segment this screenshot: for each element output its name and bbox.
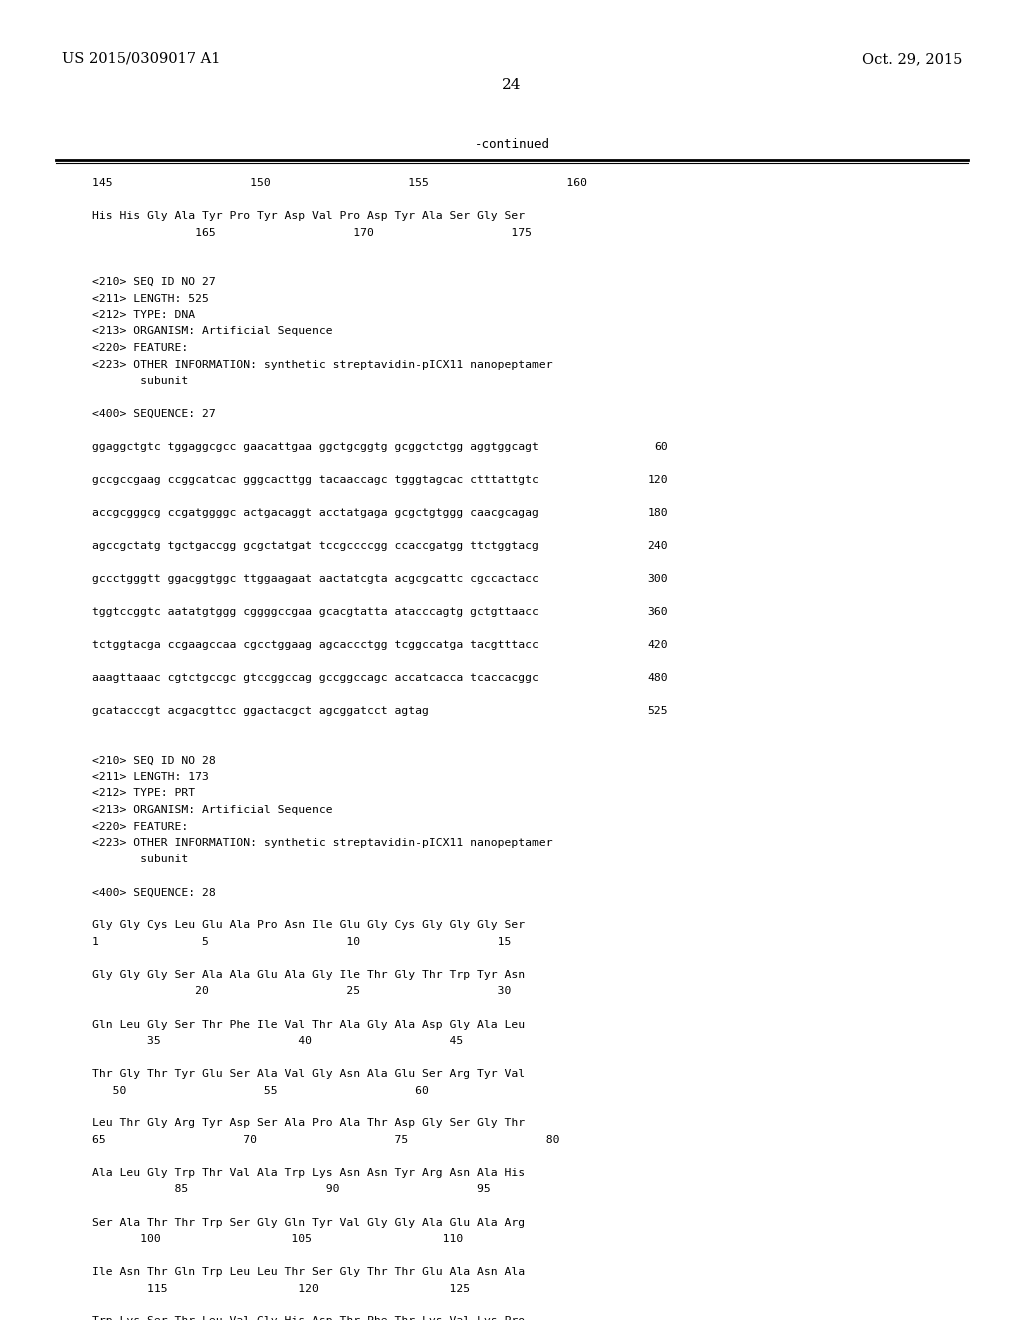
Text: <211> LENGTH: 173: <211> LENGTH: 173 [92, 772, 209, 781]
Text: <211> LENGTH: 525: <211> LENGTH: 525 [92, 293, 209, 304]
Text: 480: 480 [647, 673, 668, 682]
Text: His His Gly Ala Tyr Pro Tyr Asp Val Pro Asp Tyr Ala Ser Gly Ser: His His Gly Ala Tyr Pro Tyr Asp Val Pro … [92, 211, 525, 220]
Text: 165                    170                    175: 165 170 175 [92, 227, 532, 238]
Text: 60: 60 [654, 442, 668, 451]
Text: <223> OTHER INFORMATION: synthetic streptavidin-pICX11 nanopeptamer: <223> OTHER INFORMATION: synthetic strep… [92, 359, 553, 370]
Text: <400> SEQUENCE: 27: <400> SEQUENCE: 27 [92, 409, 216, 418]
Text: Gly Gly Gly Ser Ala Ala Glu Ala Gly Ile Thr Gly Thr Trp Tyr Asn: Gly Gly Gly Ser Ala Ala Glu Ala Gly Ile … [92, 970, 525, 979]
Text: agccgctatg tgctgaccgg gcgctatgat tccgccccgg ccaccgatgg ttctggtacg: agccgctatg tgctgaccgg gcgctatgat tccgccc… [92, 541, 539, 550]
Text: 35                    40                    45: 35 40 45 [92, 1036, 463, 1045]
Text: subunit: subunit [92, 376, 188, 385]
Text: tctggtacga ccgaagccaa cgcctggaag agcaccctgg tcggccatga tacgtttacc: tctggtacga ccgaagccaa cgcctggaag agcaccc… [92, 640, 539, 649]
Text: 24: 24 [502, 78, 522, 92]
Text: 100                   105                   110: 100 105 110 [92, 1234, 463, 1243]
Text: Ala Leu Gly Trp Thr Val Ala Trp Lys Asn Asn Tyr Arg Asn Ala His: Ala Leu Gly Trp Thr Val Ala Trp Lys Asn … [92, 1168, 525, 1177]
Text: ggaggctgtc tggaggcgcc gaacattgaa ggctgcggtg gcggctctgg aggtggcagt: ggaggctgtc tggaggcgcc gaacattgaa ggctgcg… [92, 442, 539, 451]
Text: tggtccggtc aatatgtggg cggggccgaa gcacgtatta atacccagtg gctgttaacc: tggtccggtc aatatgtggg cggggccgaa gcacgta… [92, 607, 539, 616]
Text: aaagttaaac cgtctgccgc gtccggccag gccggccagc accatcacca tcaccacggc: aaagttaaac cgtctgccgc gtccggccag gccggcc… [92, 673, 539, 682]
Text: <400> SEQUENCE: 28: <400> SEQUENCE: 28 [92, 887, 216, 898]
Text: <212> TYPE: DNA: <212> TYPE: DNA [92, 310, 196, 319]
Text: Gln Leu Gly Ser Thr Phe Ile Val Thr Ala Gly Ala Asp Gly Ala Leu: Gln Leu Gly Ser Thr Phe Ile Val Thr Ala … [92, 1019, 525, 1030]
Text: 50                    55                    60: 50 55 60 [92, 1085, 429, 1096]
Text: <212> TYPE: PRT: <212> TYPE: PRT [92, 788, 196, 799]
Text: <210> SEQ ID NO 28: <210> SEQ ID NO 28 [92, 755, 216, 766]
Text: Gly Gly Cys Leu Glu Ala Pro Asn Ile Glu Gly Cys Gly Gly Gly Ser: Gly Gly Cys Leu Glu Ala Pro Asn Ile Glu … [92, 920, 525, 931]
Text: gccgccgaag ccggcatcac gggcacttgg tacaaccagc tgggtagcac ctttattgtc: gccgccgaag ccggcatcac gggcacttgg tacaacc… [92, 475, 539, 484]
Text: 120: 120 [647, 475, 668, 484]
Text: <220> FEATURE:: <220> FEATURE: [92, 343, 188, 352]
Text: 115                   120                   125: 115 120 125 [92, 1283, 470, 1294]
Text: 65                    70                    75                    80: 65 70 75 80 [92, 1135, 559, 1144]
Text: -continued: -continued [474, 139, 550, 150]
Text: 300: 300 [647, 574, 668, 583]
Text: <220> FEATURE:: <220> FEATURE: [92, 821, 188, 832]
Text: Ser Ala Thr Thr Trp Ser Gly Gln Tyr Val Gly Gly Ala Glu Ala Arg: Ser Ala Thr Thr Trp Ser Gly Gln Tyr Val … [92, 1217, 525, 1228]
Text: 20                    25                    30: 20 25 30 [92, 986, 511, 997]
Text: 145                    150                    155                    160: 145 150 155 160 [92, 178, 587, 187]
Text: Ile Asn Thr Gln Trp Leu Leu Thr Ser Gly Thr Thr Glu Ala Asn Ala: Ile Asn Thr Gln Trp Leu Leu Thr Ser Gly … [92, 1267, 525, 1276]
Text: <210> SEQ ID NO 27: <210> SEQ ID NO 27 [92, 277, 216, 286]
Text: 85                    90                    95: 85 90 95 [92, 1184, 490, 1195]
Text: Trp Lys Ser Thr Leu Val Gly His Asp Thr Phe Thr Lys Val Lys Pro: Trp Lys Ser Thr Leu Val Gly His Asp Thr … [92, 1316, 525, 1320]
Text: <213> ORGANISM: Artificial Sequence: <213> ORGANISM: Artificial Sequence [92, 326, 333, 337]
Text: subunit: subunit [92, 854, 188, 865]
Text: 525: 525 [647, 706, 668, 715]
Text: 240: 240 [647, 541, 668, 550]
Text: gccctgggtt ggacggtggc ttggaagaat aactatcgta acgcgcattc cgccactacc: gccctgggtt ggacggtggc ttggaagaat aactatc… [92, 574, 539, 583]
Text: <213> ORGANISM: Artificial Sequence: <213> ORGANISM: Artificial Sequence [92, 805, 333, 814]
Text: US 2015/0309017 A1: US 2015/0309017 A1 [62, 51, 220, 66]
Text: Thr Gly Thr Tyr Glu Ser Ala Val Gly Asn Ala Glu Ser Arg Tyr Val: Thr Gly Thr Tyr Glu Ser Ala Val Gly Asn … [92, 1069, 525, 1078]
Text: 360: 360 [647, 607, 668, 616]
Text: accgcgggcg ccgatggggc actgacaggt acctatgaga gcgctgtggg caacgcagag: accgcgggcg ccgatggggc actgacaggt acctatg… [92, 508, 539, 517]
Text: <223> OTHER INFORMATION: synthetic streptavidin-pICX11 nanopeptamer: <223> OTHER INFORMATION: synthetic strep… [92, 838, 553, 847]
Text: 420: 420 [647, 640, 668, 649]
Text: 180: 180 [647, 508, 668, 517]
Text: 1               5                    10                    15: 1 5 10 15 [92, 937, 511, 946]
Text: gcatacccgt acgacgttcc ggactacgct agcggatcct agtag: gcatacccgt acgacgttcc ggactacgct agcggat… [92, 706, 429, 715]
Text: Leu Thr Gly Arg Tyr Asp Ser Ala Pro Ala Thr Asp Gly Ser Gly Thr: Leu Thr Gly Arg Tyr Asp Ser Ala Pro Ala … [92, 1118, 525, 1129]
Text: Oct. 29, 2015: Oct. 29, 2015 [861, 51, 962, 66]
